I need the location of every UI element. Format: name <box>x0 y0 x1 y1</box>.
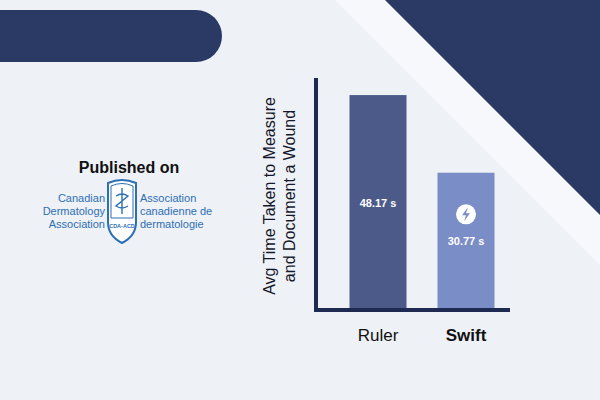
tab <box>0 10 222 62</box>
emblem-staff <box>116 188 128 214</box>
name-fr: Association <box>140 192 196 204</box>
bar <box>350 95 407 310</box>
canvas: Published onCanadianDermatologyAssociati… <box>0 0 600 400</box>
swift-icon <box>456 204 476 224</box>
emblem-shield <box>108 180 136 243</box>
category-label: Ruler <box>358 326 399 345</box>
y-axis-label-line: Avg Time Taken to Measure <box>261 97 278 295</box>
data-label: 30.77 s <box>448 235 485 247</box>
page: Published onCanadianDermatologyAssociati… <box>0 0 600 400</box>
name-en: Association <box>49 218 105 230</box>
data-label: 48.17 s <box>360 197 397 209</box>
background <box>0 0 600 400</box>
name-en: Canadian <box>58 192 105 204</box>
publication: Published onCanadianDermatologyAssociati… <box>43 159 213 243</box>
x-axis <box>314 308 510 312</box>
icon-bolt <box>462 207 470 221</box>
name-fr: dermatologie <box>140 218 204 230</box>
name-fr: canadienne de <box>140 205 212 217</box>
category-label: Swift <box>446 326 487 345</box>
y-axis-label-line: and Document a Wound <box>281 110 298 282</box>
y-axis <box>314 78 318 312</box>
heading: Published on <box>79 159 179 176</box>
bars <box>350 95 495 310</box>
name-en: Dermatology <box>43 205 106 217</box>
bar <box>438 173 495 310</box>
emblem-text: CDA-ACD <box>109 223 135 229</box>
icon-circle <box>456 204 476 224</box>
y-axis-label: Avg Time Taken to Measureand Document a … <box>261 97 298 295</box>
emblem-inner <box>111 184 133 219</box>
